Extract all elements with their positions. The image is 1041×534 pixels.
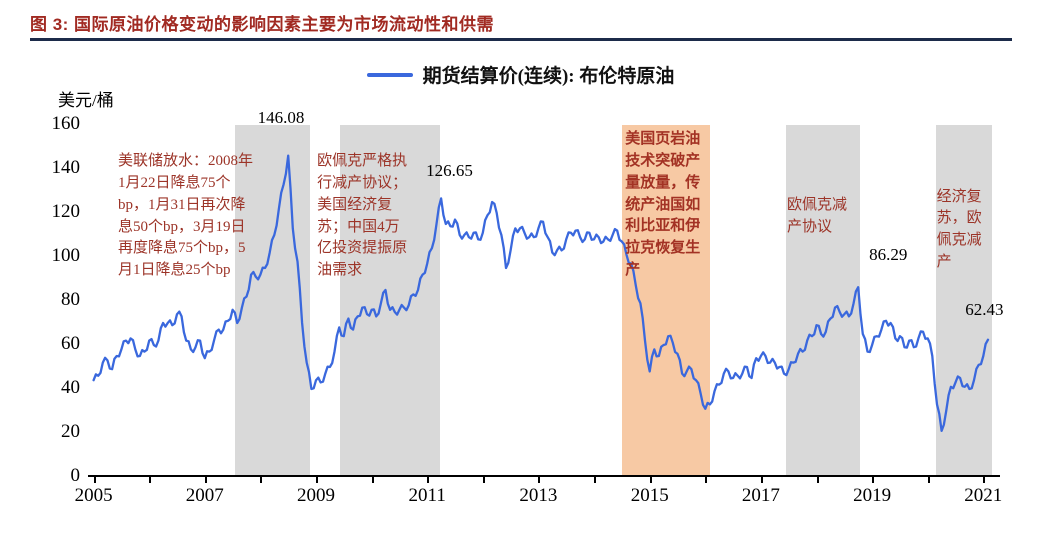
x-tick-label: 2021 (964, 485, 1003, 506)
legend-label: 期货结算价(连续): 布伦特原油 (422, 66, 675, 87)
y-tick-label: 20 (61, 421, 80, 442)
annotation-5: 经济复苏，欧佩克减产 (936, 188, 982, 270)
highlight-band (339, 125, 440, 475)
plot-area: 0 20 40 60 80 100 120 140 160 2005 2007 2009 2011 201… (52, 108, 1004, 506)
x-axis-tick (149, 477, 152, 483)
x-axis-tick (872, 477, 875, 483)
x-axis-tick (594, 477, 596, 483)
x-axis-tick (927, 477, 930, 483)
x-axis-tick (371, 477, 374, 483)
y-axis-title: 美元/桶 (58, 91, 114, 110)
x-axis-tick (649, 477, 652, 483)
x-tick-label: 2007 (185, 485, 224, 506)
y-tick-label: 0 (70, 465, 81, 486)
x-tick-label: 2005 (74, 485, 113, 506)
x-axis-tick (316, 477, 318, 483)
x-axis-tick (705, 477, 708, 483)
y-tick-label: 160 (51, 113, 81, 134)
annotation-1: 美联储放水：2008年1月22日降息75个bp，1月31日再次降息50个bp，3… (118, 153, 254, 279)
x-tick-label: 2009 (297, 485, 335, 506)
y-tick-label: 60 (61, 333, 80, 354)
highlight-band (234, 125, 310, 475)
x-axis-tick (816, 477, 819, 483)
y-tick-label: 120 (51, 201, 81, 222)
x-tick-label: 2019 (853, 485, 892, 506)
x-axis-tick (204, 477, 207, 483)
x-tick-label: 2017 (741, 485, 780, 506)
x-tick-label: 2013 (519, 485, 558, 506)
x-axis-tick (427, 477, 430, 483)
x-tick-label: 2011 (408, 485, 446, 506)
annotation-3: 美国页岩油技术突破产量放量，传统产油国如利比亚和伊拉克恢复生产 (625, 131, 701, 278)
legend: 期货结算价(连续): 布伦特原油 (0, 61, 1041, 88)
highlight-band (621, 125, 711, 475)
peak-value-label: 86.29 (869, 244, 908, 264)
x-axis-tick (760, 477, 763, 483)
title-underline (30, 38, 1012, 41)
peak-value-label: 62.43 (965, 299, 1004, 319)
y-tick-label: 80 (61, 289, 80, 310)
x-axis-tick (260, 477, 263, 483)
x-axis-tick (93, 477, 96, 483)
x-tick-label: 2015 (630, 485, 669, 506)
price-line-svg (92, 154, 990, 432)
x-axis-tick (482, 477, 485, 483)
x-axis-tick (538, 477, 541, 483)
y-tick-label: 140 (51, 157, 81, 178)
y-tick-label: 100 (51, 245, 81, 266)
highlight-band (785, 125, 860, 475)
annotation-4: 欧佩克减产协议 (787, 197, 848, 236)
brent-price-line (92, 154, 990, 432)
x-axis-tick (983, 477, 986, 483)
peak-value-label: 126.65 (426, 161, 473, 181)
annotation-2: 欧佩克严格执行减产协议；美国经济复苏；中国4万亿投资提振原油需求 (317, 153, 408, 279)
peak-value-label: 146.08 (257, 108, 305, 128)
legend-line-swatch (366, 72, 413, 77)
figure-title: 图 3: 国际原油价格变动的影响因素主要为市场流动性和供需 (30, 15, 495, 34)
y-tick-label: 40 (61, 377, 80, 398)
